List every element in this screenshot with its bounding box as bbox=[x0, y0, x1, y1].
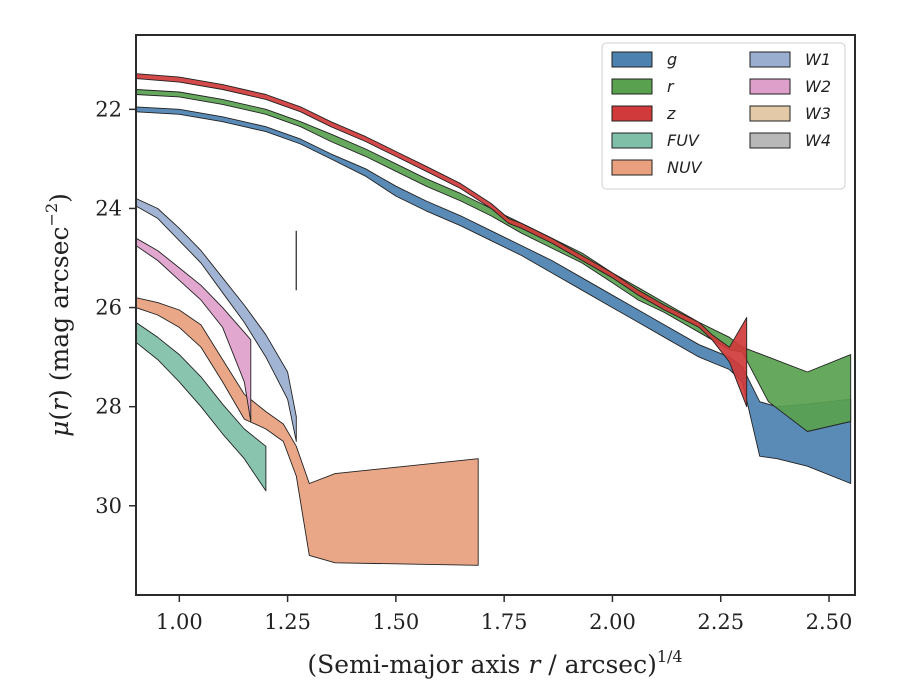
legend-label-nuv: NUV bbox=[667, 158, 703, 177]
x-tick-label: 2.50 bbox=[806, 610, 853, 634]
legend-swatch-g bbox=[611, 51, 653, 68]
legend-label-g: g bbox=[667, 50, 677, 69]
y-axis-ticks: 22 24 26 28 30 bbox=[95, 97, 136, 518]
legend-swatch-nuv bbox=[611, 159, 653, 176]
legend-swatch-w2 bbox=[749, 78, 791, 95]
x-axis-label: (Semi-major axis r / arcsec)1/4 bbox=[307, 647, 682, 679]
legend-swatch-w4 bbox=[749, 132, 791, 149]
x-tick-label: 2.00 bbox=[589, 610, 636, 634]
legend-swatch-w1 bbox=[749, 51, 791, 68]
x-tick-label: 1.00 bbox=[156, 610, 203, 634]
y-tick-label: 30 bbox=[95, 494, 122, 518]
series-bands bbox=[136, 73, 852, 566]
legend-label-w4: W4 bbox=[805, 131, 831, 150]
band-fuv bbox=[136, 321, 267, 492]
x-tick-label: 2.25 bbox=[697, 610, 744, 634]
legend-label-z: z bbox=[666, 104, 676, 123]
legend-swatch-fuv bbox=[611, 132, 653, 149]
y-axis-label: μ(r) (mag arcsec−2) bbox=[42, 193, 74, 437]
legend-label-w1: W1 bbox=[805, 50, 831, 69]
x-tick-label: 1.50 bbox=[372, 610, 419, 634]
y-tick-label: 28 bbox=[95, 395, 122, 419]
band-w2 bbox=[136, 237, 252, 422]
band-w1 bbox=[136, 198, 297, 442]
legend-swatch-r bbox=[611, 78, 653, 95]
legend-swatch-w3 bbox=[749, 105, 791, 122]
y-tick-label: 24 bbox=[95, 196, 122, 220]
legend: grz FUV NUV W1 W2 W3 W4 bbox=[601, 42, 846, 190]
y-tick-label: 22 bbox=[95, 97, 122, 121]
band-nuv bbox=[136, 297, 479, 566]
x-axis-ticks: 1.00 1.25 1.50 1.75 2.00 2.25 2.50 bbox=[156, 595, 852, 634]
legend-label-r: r bbox=[667, 77, 675, 96]
band-z bbox=[136, 73, 748, 408]
legend-swatch-z bbox=[611, 105, 653, 122]
x-tick-label: 1.75 bbox=[481, 610, 528, 634]
legend-label-w2: W2 bbox=[805, 77, 831, 96]
legend-label-fuv: FUV bbox=[667, 131, 700, 150]
legend-label-w3: W3 bbox=[805, 104, 831, 123]
plot-frame bbox=[135, 34, 856, 596]
y-tick-label: 26 bbox=[95, 296, 122, 320]
x-tick-label: 1.25 bbox=[264, 610, 311, 634]
band-g bbox=[136, 106, 852, 484]
band-r bbox=[136, 89, 852, 432]
